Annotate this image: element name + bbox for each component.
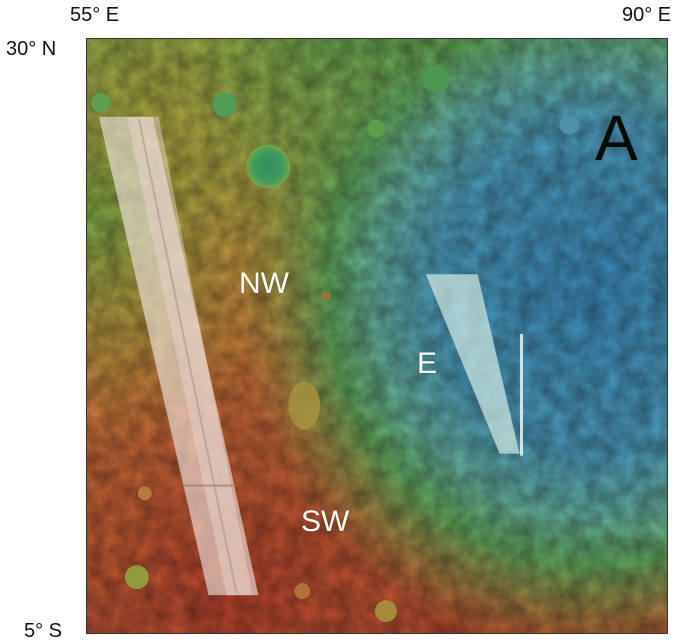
- crater: [137, 486, 152, 501]
- topographic-map: NW E SW A: [86, 38, 668, 634]
- track-strip-inner: [126, 116, 253, 596]
- crater: [288, 381, 321, 430]
- crater: [421, 64, 450, 93]
- latitude-label-north: 30° N: [6, 38, 57, 60]
- crater: [321, 291, 332, 302]
- region-label-sw: SW: [301, 505, 350, 538]
- longitude-label-east: 90° E: [622, 4, 672, 26]
- crater: [367, 119, 385, 138]
- crater-group: [90, 64, 580, 623]
- crater: [124, 565, 149, 590]
- e-wedge-overlay: [425, 274, 520, 454]
- crater: [212, 92, 237, 117]
- latitude-label-south: 5° S: [24, 620, 63, 642]
- longitude-label-west: 55° E: [70, 4, 120, 26]
- panel-label: A: [595, 102, 638, 174]
- crater: [246, 144, 291, 189]
- region-label-nw: NW: [239, 267, 289, 300]
- map-canvas: [87, 39, 667, 633]
- crater: [90, 92, 111, 113]
- crater: [294, 583, 311, 600]
- crater: [559, 114, 580, 135]
- track-strip-west: [98, 116, 259, 596]
- crater: [375, 600, 397, 623]
- track-divider-line: [137, 118, 238, 594]
- region-label-e: E: [417, 347, 438, 380]
- orbital-track-strips: [98, 116, 259, 596]
- e-region-overlay: [425, 274, 523, 456]
